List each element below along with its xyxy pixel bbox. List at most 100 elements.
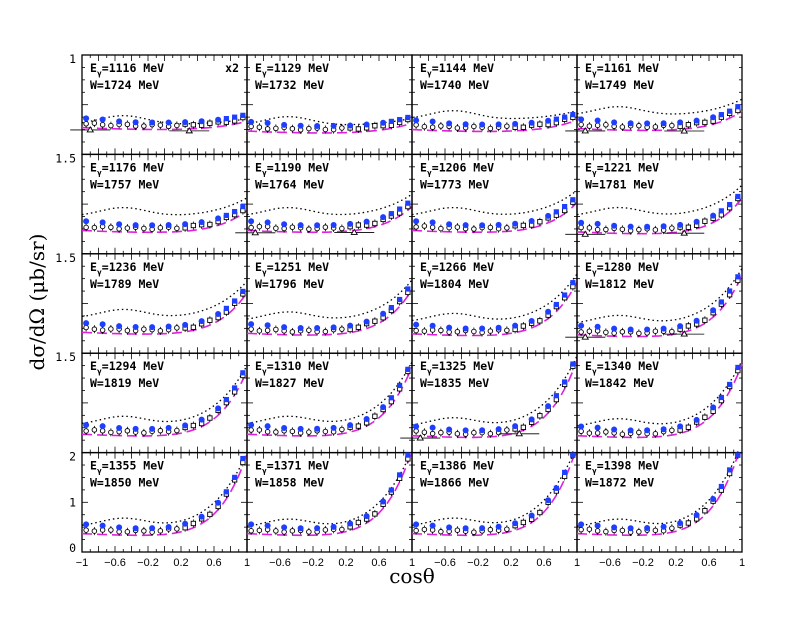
dotted-model-curve	[576, 184, 743, 216]
data-circle	[256, 223, 263, 230]
blue-square-point	[553, 393, 559, 399]
x-tick-label: −0.6	[104, 557, 126, 569]
data-circle	[83, 428, 89, 434]
panel-w-label: W=1740 MeV	[420, 78, 489, 92]
blue-circle-point	[693, 416, 700, 423]
data-circle	[603, 528, 609, 535]
blue-circle-point	[594, 220, 601, 227]
panel-energy-label: Eγ=1161 MeV	[585, 61, 659, 78]
dotted-model-curve	[411, 110, 578, 120]
data-circle	[578, 526, 584, 533]
blue-circle-point	[512, 423, 519, 430]
data-triangle	[185, 127, 194, 134]
blue-square-point	[232, 385, 238, 391]
magenta-dashed-curve	[81, 120, 248, 131]
data-circle	[289, 428, 296, 435]
data-square	[702, 218, 708, 224]
blue-circle-point	[99, 116, 106, 123]
label-E-subscript: γ	[262, 367, 267, 376]
panel-energy-label: Eγ=1355 MeV	[90, 459, 164, 476]
blue-circle-point	[165, 424, 172, 431]
data-circle	[619, 226, 626, 233]
label-energy-value: =1129 MeV	[267, 61, 329, 75]
blue-square-point	[405, 200, 411, 206]
panel-energy-label: Eγ=1386 MeV	[420, 459, 494, 476]
label-E: E	[90, 260, 97, 274]
data-circle	[594, 430, 601, 436]
blue-circle-point	[512, 220, 519, 227]
panel-w-label: W=1724 MeV	[90, 78, 159, 92]
data-circle	[264, 327, 271, 334]
panel-w-label: W=1850 MeV	[90, 476, 159, 490]
data-circle	[91, 224, 98, 231]
label-E-subscript: γ	[592, 367, 597, 376]
blue-circle-point	[264, 423, 271, 430]
y-tick-label: 0	[69, 541, 76, 555]
blue-circle-point	[479, 427, 486, 434]
data-circle	[322, 328, 329, 335]
data-circle	[619, 527, 626, 534]
data-circle	[157, 427, 164, 434]
blue-circle-point	[693, 511, 700, 518]
data-circle	[487, 328, 494, 334]
blue-circle-point	[578, 322, 585, 329]
blue-circle-point	[116, 221, 123, 228]
data-circle	[83, 121, 89, 127]
blue-circle-point	[710, 114, 717, 121]
dotted-model-curve	[246, 279, 413, 320]
dotted-model-curve	[411, 189, 578, 216]
data-circle	[108, 122, 114, 129]
blue-circle-point	[330, 424, 337, 431]
panel-energy-label: Eγ=1310 MeV	[255, 359, 329, 376]
panel-energy-label: Eγ=1251 MeV	[255, 260, 329, 277]
y-tick-label: 2	[69, 450, 76, 464]
blue-circle-point	[330, 523, 337, 530]
data-circle	[256, 328, 263, 334]
blue-circle-point	[429, 118, 436, 125]
x-tick-label: 0.2	[668, 557, 683, 569]
label-E-subscript: γ	[262, 467, 267, 476]
dotted-model-curve	[81, 280, 248, 318]
data-circle	[273, 429, 279, 435]
blue-circle-point	[83, 521, 90, 528]
magenta-dashed-curve	[246, 122, 413, 134]
x-tick-label: −0.2	[467, 557, 489, 569]
blue-square-point	[240, 203, 246, 210]
blue-square-point	[727, 202, 733, 208]
data-circle	[454, 431, 461, 437]
blue-circle-point	[198, 318, 205, 325]
data-square	[537, 121, 543, 127]
magenta-dashed-curve	[81, 453, 248, 537]
data-circle	[586, 123, 593, 129]
x-tick-label: −0.6	[599, 557, 621, 569]
blue-square-point	[405, 286, 411, 292]
dotted-model-curve	[81, 197, 248, 216]
dotted-model-curve	[411, 273, 578, 322]
blue-circle-point	[314, 325, 321, 332]
blue-circle-point	[297, 324, 304, 331]
blue-circle-point	[594, 117, 601, 124]
x-tick-label: 0.6	[701, 557, 716, 569]
y-tick-label: 1	[69, 495, 76, 509]
panel-energy-label: Eγ=1176 MeV	[90, 160, 164, 177]
blue-circle-point	[363, 218, 370, 225]
label-energy-value: =1310 MeV	[267, 359, 329, 373]
data-circle	[174, 325, 180, 331]
blue-circle-point	[462, 222, 469, 229]
data-square	[372, 123, 378, 129]
data-square	[520, 424, 527, 430]
blue-square-point	[718, 483, 724, 490]
blue-circle-point	[347, 220, 354, 227]
blue-square-point	[223, 489, 229, 495]
data-circle	[83, 527, 89, 533]
label-E: E	[255, 459, 262, 473]
blue-circle-point	[99, 423, 106, 430]
blue-square-point	[240, 288, 246, 295]
blue-square-point	[240, 112, 246, 118]
blue-square-point	[735, 364, 741, 371]
blue-circle-point	[479, 525, 486, 532]
label-E-subscript: γ	[262, 168, 267, 177]
x-tick-label: 0.2	[173, 557, 188, 569]
